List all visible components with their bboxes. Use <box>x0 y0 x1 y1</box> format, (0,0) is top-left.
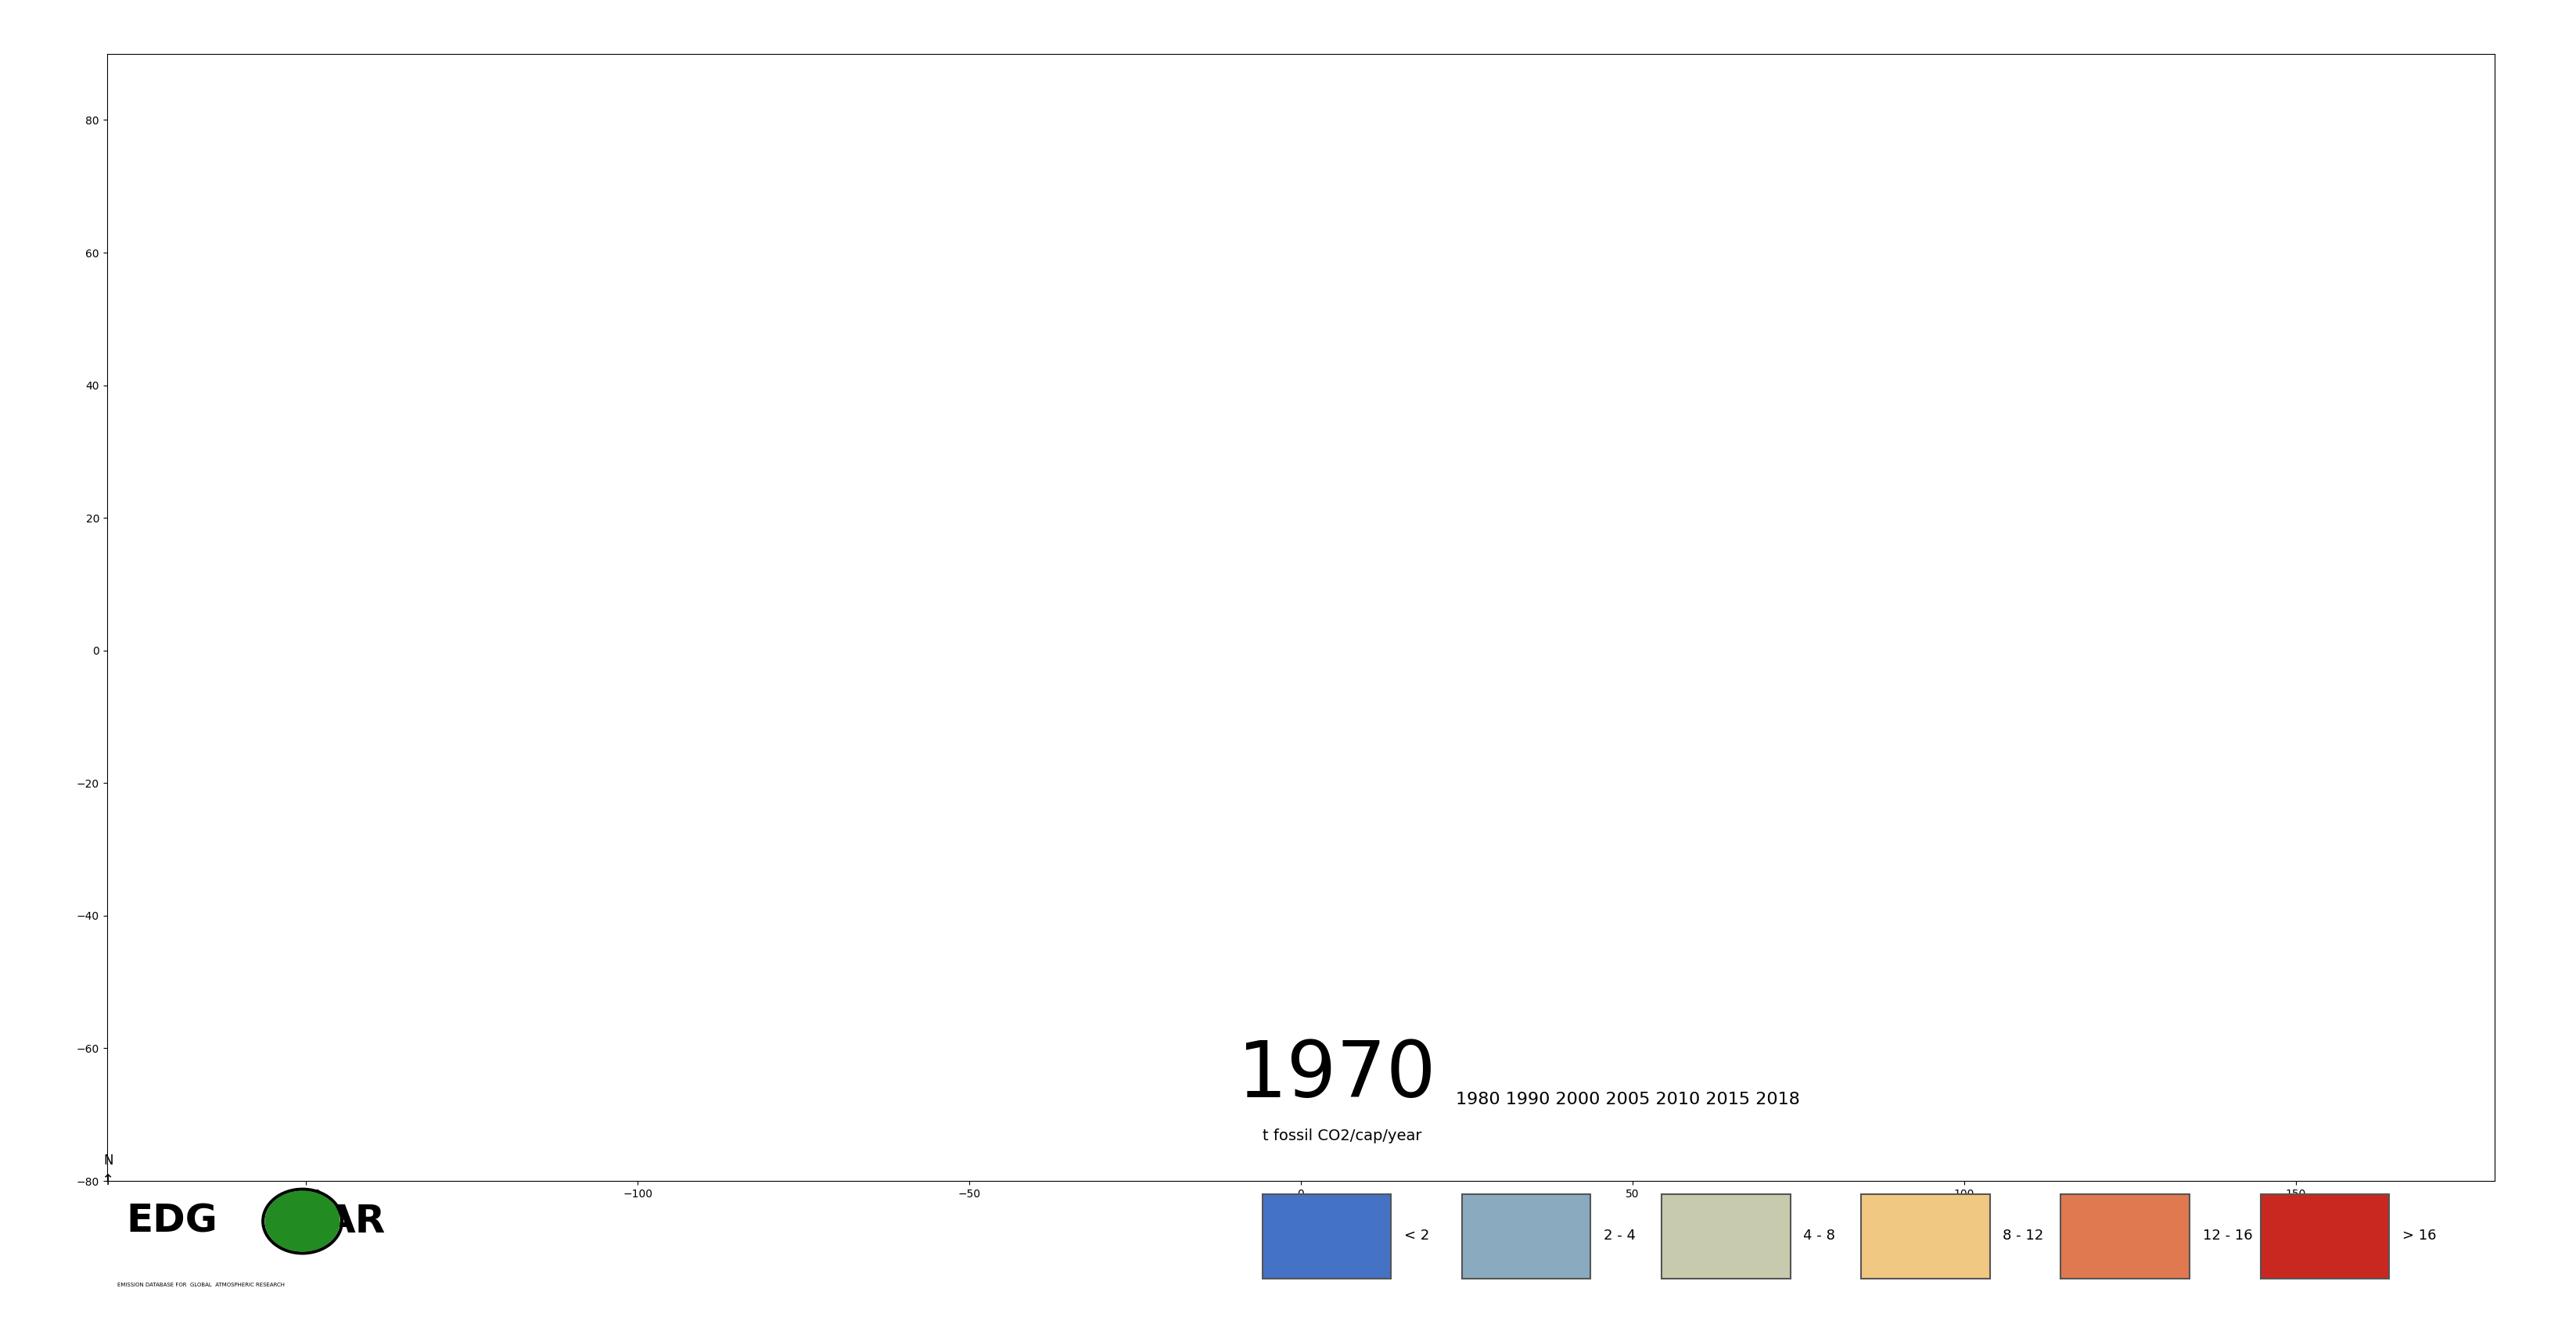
Text: 4 - 8: 4 - 8 <box>1803 1229 1834 1243</box>
FancyBboxPatch shape <box>1262 1194 1391 1279</box>
Text: 1970: 1970 <box>1236 1037 1435 1114</box>
Text: AR: AR <box>325 1202 386 1240</box>
Text: ↑: ↑ <box>103 1173 113 1188</box>
Text: EMISSION DATABASE FOR  GLOBAL  ATMOSPHERIC RESEARCH: EMISSION DATABASE FOR GLOBAL ATMOSPHERIC… <box>116 1283 283 1287</box>
Text: 12 - 16: 12 - 16 <box>2202 1229 2251 1243</box>
Text: < 2: < 2 <box>1404 1229 1430 1243</box>
Text: 8 - 12: 8 - 12 <box>2004 1229 2043 1243</box>
Text: 2 - 4: 2 - 4 <box>1602 1229 1636 1243</box>
Text: 1980 1990 2000 2005 2010 2015 2018: 1980 1990 2000 2005 2010 2015 2018 <box>1455 1091 1801 1107</box>
FancyBboxPatch shape <box>1860 1194 1989 1279</box>
FancyBboxPatch shape <box>1662 1194 1790 1279</box>
Text: t fossil CO2/cap/year: t fossil CO2/cap/year <box>1262 1129 1422 1143</box>
FancyBboxPatch shape <box>2262 1194 2391 1279</box>
Text: EDG: EDG <box>126 1202 216 1240</box>
Text: > 16: > 16 <box>2401 1229 2437 1243</box>
Text: N: N <box>103 1154 113 1168</box>
FancyBboxPatch shape <box>2061 1194 2190 1279</box>
Circle shape <box>265 1192 340 1251</box>
FancyBboxPatch shape <box>1463 1194 1589 1279</box>
